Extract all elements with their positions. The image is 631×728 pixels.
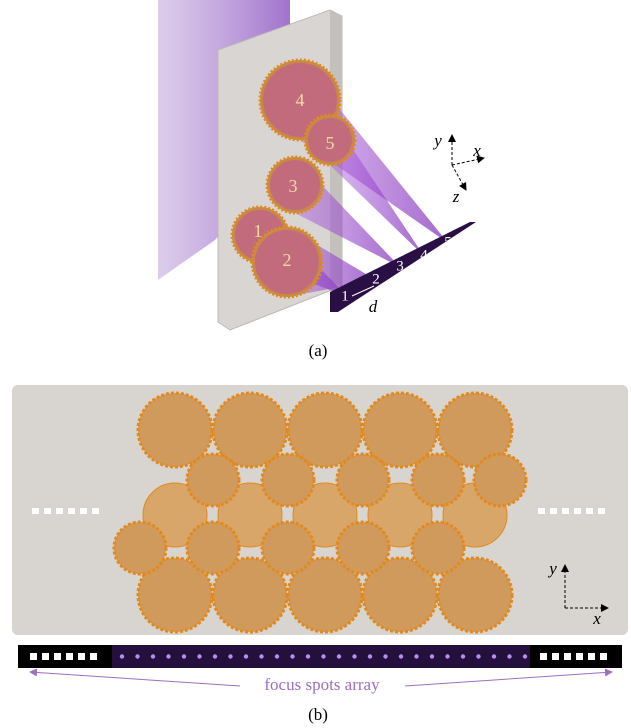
spot xyxy=(244,654,248,658)
spot xyxy=(321,654,325,658)
dot xyxy=(92,508,99,514)
lens-label: 5 xyxy=(326,133,335,153)
spot xyxy=(228,654,232,658)
spot xyxy=(600,653,607,660)
lens xyxy=(114,522,166,574)
spot xyxy=(306,654,310,658)
axis-label: x xyxy=(592,609,601,628)
spot xyxy=(120,654,124,658)
lens xyxy=(412,454,464,506)
lens-array xyxy=(114,393,526,632)
spot xyxy=(552,653,559,660)
axis-label: x xyxy=(472,141,481,160)
dot xyxy=(32,508,39,514)
spot xyxy=(66,653,73,660)
dot xyxy=(550,508,557,514)
spot xyxy=(54,653,61,660)
spot xyxy=(90,653,97,660)
spacing-label: d xyxy=(369,297,378,316)
spot xyxy=(492,654,496,658)
spot xyxy=(30,653,37,660)
spot-label: 5 xyxy=(444,234,452,250)
caption: (a) xyxy=(309,341,328,360)
dot xyxy=(44,508,51,514)
focal-region xyxy=(112,645,530,668)
axis-label: y xyxy=(547,559,557,578)
spot xyxy=(445,654,449,658)
spot xyxy=(540,653,547,660)
spot xyxy=(197,654,201,658)
spot xyxy=(151,654,155,658)
dot xyxy=(586,508,593,514)
spot xyxy=(399,654,403,658)
lens xyxy=(187,522,239,574)
lens xyxy=(337,454,389,506)
spot xyxy=(523,654,527,658)
caption: (b) xyxy=(308,705,328,724)
spot xyxy=(166,654,170,658)
spot xyxy=(576,653,583,660)
figure: 4 5 3 1 2 1 2 3 4 5 d y x z (a) y x focu… xyxy=(0,0,631,728)
spot xyxy=(430,654,434,658)
spots-label: focus spots array xyxy=(264,675,380,694)
spot xyxy=(588,653,595,660)
spot xyxy=(290,654,294,658)
lens xyxy=(474,454,526,506)
bracket-arrow xyxy=(30,672,240,686)
lens xyxy=(412,522,464,574)
lens-label: 3 xyxy=(289,176,298,196)
spot xyxy=(461,654,465,658)
spot-label: 1 xyxy=(341,288,349,304)
spot xyxy=(414,654,418,658)
spot xyxy=(368,654,372,658)
dot xyxy=(56,508,63,514)
lens-label: 1 xyxy=(254,221,263,241)
lens xyxy=(138,393,212,467)
spot xyxy=(42,653,49,660)
spot xyxy=(476,654,480,658)
bracket-arrow xyxy=(405,672,612,686)
spot-label: 2 xyxy=(372,271,380,287)
dot xyxy=(68,508,75,514)
spot xyxy=(383,654,387,658)
lens xyxy=(337,522,389,574)
spot xyxy=(352,654,356,658)
spot xyxy=(337,654,341,658)
spot xyxy=(275,654,279,658)
lens xyxy=(262,522,314,574)
spot xyxy=(182,654,186,658)
spot xyxy=(135,654,139,658)
lens-label: 4 xyxy=(296,90,305,110)
axis-label: y xyxy=(432,131,442,150)
spot xyxy=(78,653,85,660)
dot xyxy=(598,508,605,514)
lens xyxy=(187,454,239,506)
dot xyxy=(562,508,569,514)
spot xyxy=(213,654,217,658)
spot xyxy=(507,654,511,658)
spot xyxy=(564,653,571,660)
dot xyxy=(574,508,581,514)
spot-label: 4 xyxy=(420,247,428,263)
lens xyxy=(262,454,314,506)
dot xyxy=(80,508,87,514)
spot-label: 3 xyxy=(396,258,404,274)
axis-label: z xyxy=(452,187,460,206)
spot xyxy=(259,654,263,658)
lens-label: 2 xyxy=(283,250,292,270)
dot xyxy=(538,508,545,514)
